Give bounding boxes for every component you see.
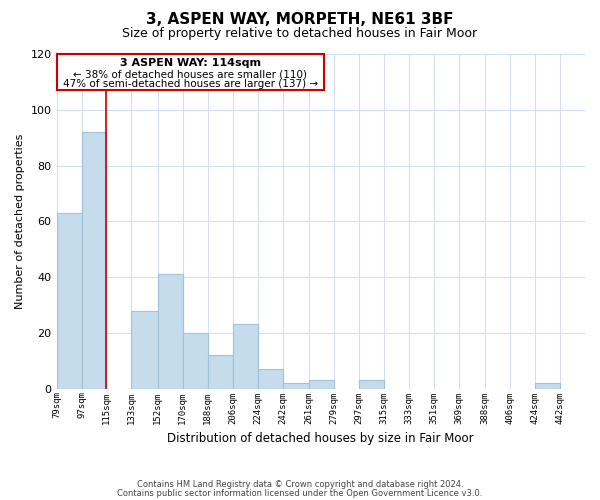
Text: 3 ASPEN WAY: 114sqm: 3 ASPEN WAY: 114sqm bbox=[120, 58, 261, 68]
Bar bbox=[183, 333, 208, 388]
Text: 47% of semi-detached houses are larger (137) →: 47% of semi-detached houses are larger (… bbox=[63, 79, 318, 89]
Y-axis label: Number of detached properties: Number of detached properties bbox=[15, 134, 25, 309]
Bar bbox=[82, 132, 106, 388]
Bar bbox=[535, 383, 560, 388]
Bar bbox=[309, 380, 334, 388]
Text: Contains HM Land Registry data © Crown copyright and database right 2024.: Contains HM Land Registry data © Crown c… bbox=[137, 480, 463, 489]
Bar bbox=[158, 274, 183, 388]
Bar bbox=[131, 310, 158, 388]
Bar bbox=[233, 324, 257, 388]
Bar bbox=[257, 369, 283, 388]
Bar bbox=[283, 383, 309, 388]
FancyBboxPatch shape bbox=[56, 54, 324, 90]
Text: 3, ASPEN WAY, MORPETH, NE61 3BF: 3, ASPEN WAY, MORPETH, NE61 3BF bbox=[146, 12, 454, 28]
Bar bbox=[359, 380, 384, 388]
Text: Size of property relative to detached houses in Fair Moor: Size of property relative to detached ho… bbox=[122, 28, 478, 40]
X-axis label: Distribution of detached houses by size in Fair Moor: Distribution of detached houses by size … bbox=[167, 432, 474, 445]
Text: Contains public sector information licensed under the Open Government Licence v3: Contains public sector information licen… bbox=[118, 489, 482, 498]
Bar bbox=[208, 355, 233, 388]
Bar bbox=[56, 213, 82, 388]
Text: ← 38% of detached houses are smaller (110): ← 38% of detached houses are smaller (11… bbox=[73, 70, 307, 80]
